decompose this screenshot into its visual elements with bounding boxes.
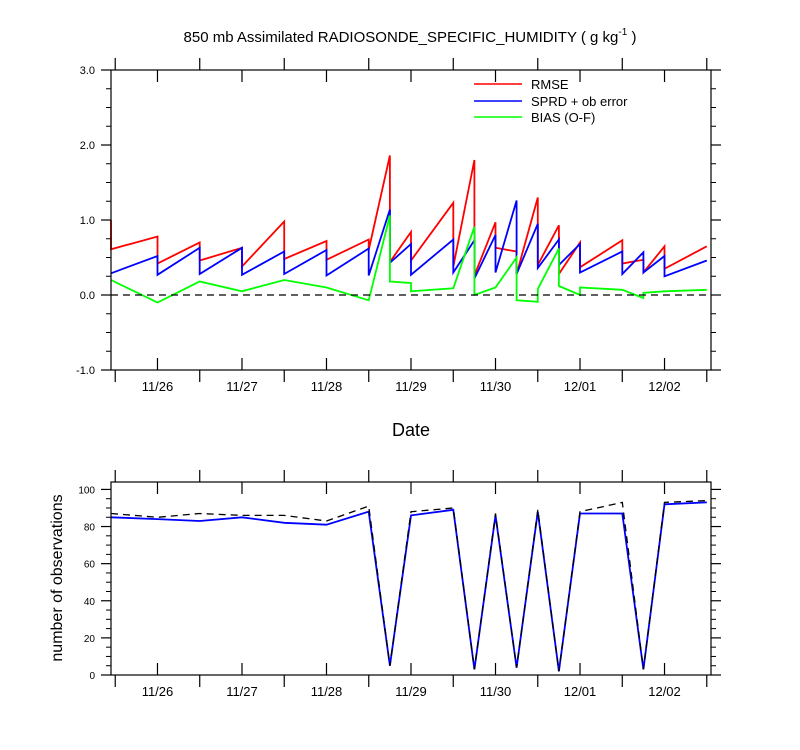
top-x-axis-label: Date — [392, 420, 430, 440]
top-series-sprd-ob-error — [110, 200, 708, 279]
top-x-tick-label: 11/30 — [480, 379, 512, 394]
top-series-lines — [110, 155, 711, 304]
bottom-y-axis-label: number of observations — [49, 494, 66, 661]
top-chart-panel: 11/26 11/27 11/28 11/29 11/30 12/01 12/02 -1.0 0… — [76, 58, 721, 440]
bottom-x-tick-label: 11/29 — [395, 684, 427, 699]
chart-title-superscript: -1 — [618, 27, 627, 38]
bottom-y-tick-label: 60 — [84, 560, 96, 571]
top-series-bias-o-f — [110, 215, 707, 304]
chart-title: 850 mb Assimilated RADIOSONDE_SPECIFIC_H… — [184, 27, 637, 46]
top-y-tick-label: 3.0 — [80, 65, 95, 77]
bottom-plot-frame — [110, 481, 712, 676]
legend-label-sprd: SPRD + ob error — [531, 94, 628, 109]
bottom-y-tick-label: 20 — [84, 634, 96, 645]
top-legend: RMSE SPRD + ob error BIAS (O-F) — [474, 77, 628, 125]
top-x-tick-label: 12/01 — [564, 379, 597, 394]
top-plot-frame — [110, 69, 712, 371]
bottom-series-lines — [110, 499, 707, 672]
top-y-tick-label: 0.0 — [80, 290, 95, 302]
top-y-tick-label: 2.0 — [80, 140, 95, 152]
bottom-y-tick-label: 0 — [89, 671, 95, 682]
top-tick-labels: 11/26 11/27 11/28 11/29 11/30 12/01 12/02 -1.0 0… — [76, 65, 681, 394]
bottom-x-tick-label: 12/01 — [564, 684, 597, 699]
top-x-tick-label: 11/28 — [311, 379, 343, 394]
bottom-axis-ticks — [101, 470, 721, 687]
bottom-x-tick-label: 11/26 — [142, 684, 174, 699]
bottom-x-tick-label: 11/28 — [311, 684, 343, 699]
legend-label-bias: BIAS (O-F) — [531, 110, 595, 125]
top-x-tick-label: 11/29 — [395, 379, 427, 394]
top-x-tick-label: 11/27 — [226, 379, 258, 394]
top-axis-ticks — [101, 58, 721, 382]
bottom-tick-labels: 11/26 11/27 11/28 11/29 11/30 12/01 12/02 0 20 40… — [78, 485, 680, 699]
top-y-tick-label: 1.0 — [80, 215, 95, 227]
bottom-x-tick-label: 12/02 — [648, 684, 681, 699]
bottom-x-tick-label: 11/27 — [226, 684, 258, 699]
bottom-y-tick-label: 100 — [78, 485, 95, 496]
bottom-chart-panel: 11/26 11/27 11/28 11/29 11/30 12/01 12/02 0 20 40… — [49, 470, 721, 699]
chart-title-end: ) — [627, 29, 636, 46]
top-y-tick-label: -1.0 — [76, 365, 95, 377]
bottom-y-tick-label: 80 — [84, 523, 96, 534]
legend-label-rmse: RMSE — [531, 77, 569, 92]
bottom-series-assimilated — [110, 501, 707, 672]
bottom-x-tick-label: 11/30 — [480, 684, 512, 699]
chart-title-main: 850 mb Assimilated RADIOSONDE_SPECIFIC_H… — [184, 29, 619, 46]
top-x-tick-label: 11/26 — [142, 379, 174, 394]
bottom-series-total — [110, 499, 707, 672]
bottom-y-tick-label: 40 — [84, 597, 96, 608]
top-x-tick-label: 12/02 — [648, 379, 681, 394]
